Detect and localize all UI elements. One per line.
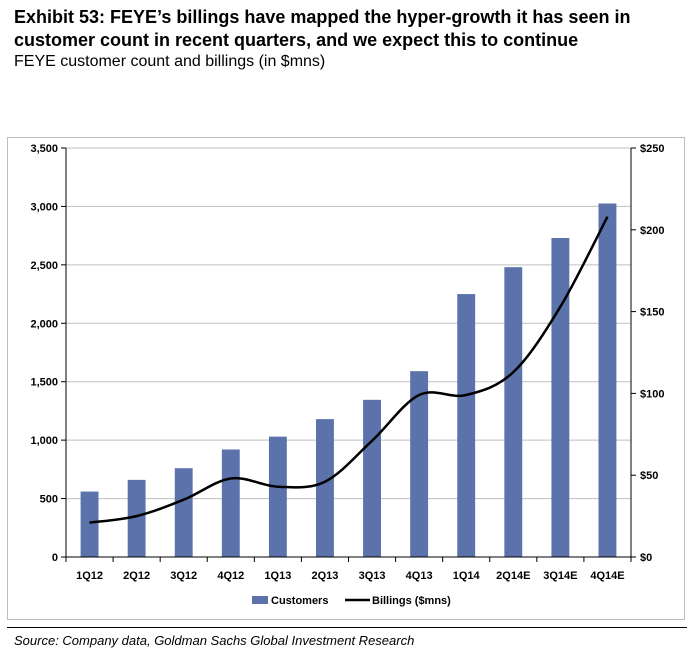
left-tick-label: 2,000 — [30, 318, 58, 330]
axes: 0 500 1,000 1,500 2,000 2,500 3,000 3,500 $0 $50 $… — [30, 143, 664, 582]
bar-customers — [221, 449, 240, 557]
left-tick-label: 1,000 — [30, 435, 58, 447]
chart-subtitle: FEYE customer count and billings (in $mn… — [14, 53, 326, 70]
left-tick-label: 3,000 — [30, 201, 58, 213]
billings-line — [89, 216, 609, 524]
x-tick-label: 3Q14E — [543, 570, 577, 582]
bar-customers — [504, 267, 523, 557]
right-tick-label: $200 — [640, 225, 664, 237]
left-tick-label: 500 — [40, 494, 58, 506]
legend-label-billings: Billings ($mns) — [372, 595, 451, 607]
right-tick-label: $100 — [640, 388, 664, 400]
x-tick-label: 2Q14E — [496, 570, 530, 582]
billings-line-group — [89, 216, 609, 524]
gridlines — [66, 147, 631, 500]
legend-label-customers: Customers — [271, 595, 328, 607]
x-tick-label: 4Q13 — [406, 570, 433, 582]
x-tick-label: 4Q14E — [590, 570, 624, 582]
bar-customers — [598, 203, 617, 557]
bar-customers — [268, 436, 287, 557]
left-tick-label: 1,500 — [30, 377, 58, 389]
bar-customers — [316, 419, 334, 557]
bar-customers — [551, 237, 570, 558]
right-tick-label: $0 — [640, 552, 652, 564]
right-tick-label: $150 — [640, 307, 664, 319]
x-tick-label: 2Q12 — [123, 570, 150, 582]
left-tick-label: 0 — [52, 552, 58, 564]
footer-rule — [7, 627, 687, 628]
bar-customers — [363, 399, 381, 557]
right-tick-label: $250 — [640, 143, 664, 155]
customers-bars — [80, 203, 617, 558]
exhibit-title: Exhibit 53: FEYE’s billings have mapped … — [14, 7, 631, 50]
x-tick-label: 2Q13 — [311, 570, 338, 582]
x-tick-label: 1Q12 — [76, 570, 103, 582]
x-tick-label: 1Q14 — [453, 570, 481, 582]
bar-customers — [127, 479, 146, 557]
bar-customers — [410, 371, 429, 557]
legend-swatch-customers — [252, 596, 268, 604]
x-tick-label: 3Q13 — [359, 570, 386, 582]
source-note: Source: Company data, Goldman Sachs Glob… — [14, 633, 415, 648]
left-tick-label: 2,500 — [30, 260, 58, 272]
x-tick-label: 3Q12 — [170, 570, 197, 582]
bar-customers — [174, 468, 193, 557]
left-tick-label: 3,500 — [30, 143, 58, 155]
x-tick-label: 4Q12 — [217, 570, 244, 582]
bar-customers — [457, 294, 476, 557]
chart-frame — [7, 137, 685, 620]
bar-customers — [80, 491, 99, 557]
x-tick-label: 1Q13 — [264, 570, 291, 582]
right-tick-label: $50 — [640, 470, 658, 482]
legend: Customers Billings ($mns) — [252, 595, 451, 607]
